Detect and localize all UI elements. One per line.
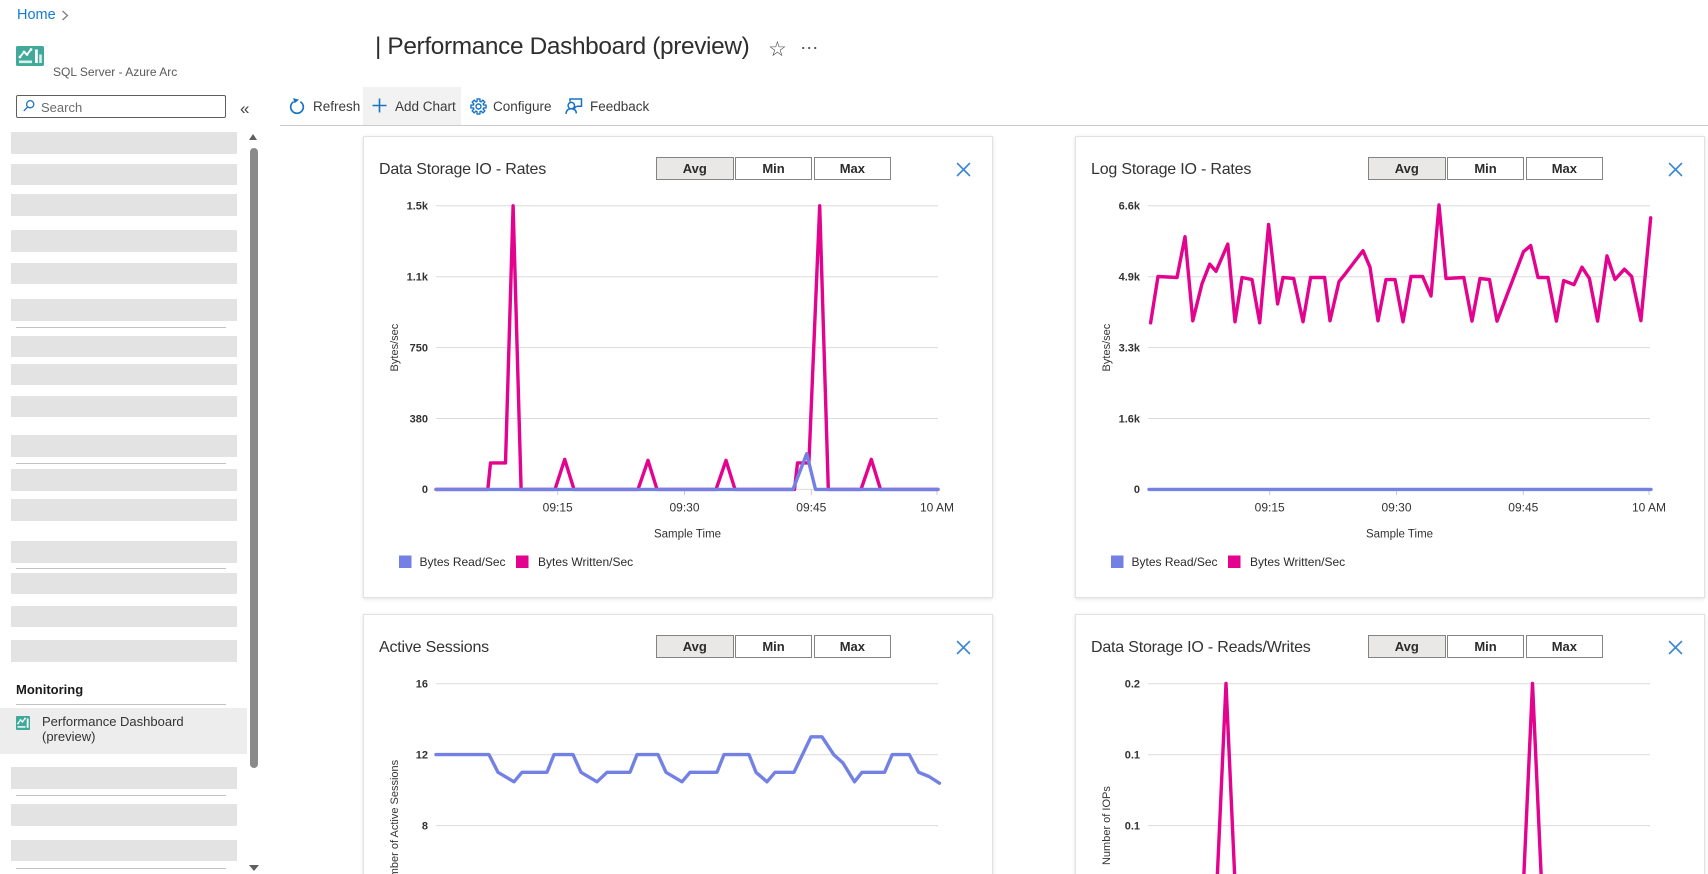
svg-text:1.5k: 1.5k [407,201,429,213]
svg-text:09:30: 09:30 [669,501,699,515]
svg-text:4.9k: 4.9k [1119,272,1141,284]
svg-text:09:15: 09:15 [1255,501,1285,515]
svg-text:Bytes/sec: Bytes/sec [1101,323,1113,371]
svg-text:Bytes/sec: Bytes/sec [389,323,401,371]
svg-text:Bytes Written/Sec: Bytes Written/Sec [538,555,633,569]
svg-text:0: 0 [422,484,428,496]
svg-text:380: 380 [410,413,428,425]
svg-text:Bytes Read/Sec: Bytes Read/Sec [1132,555,1218,569]
svg-text:09:45: 09:45 [796,501,826,515]
svg-text:1.6k: 1.6k [1119,413,1141,425]
svg-text:3.3k: 3.3k [1119,342,1141,354]
svg-text:6.6k: 6.6k [1119,201,1141,213]
svg-text:09:30: 09:30 [1381,501,1411,515]
svg-text:0.1: 0.1 [1125,750,1140,762]
svg-text:10 AM: 10 AM [920,501,954,515]
svg-text:8: 8 [422,820,428,832]
svg-text:12: 12 [416,750,428,762]
svg-text:Number of Active Sessions: Number of Active Sessions [389,759,401,874]
svg-text:10 AM: 10 AM [1632,501,1666,515]
svg-text:Bytes Read/Sec: Bytes Read/Sec [420,555,506,569]
svg-text:0.1: 0.1 [1125,820,1140,832]
svg-text:16: 16 [416,679,428,691]
svg-text:0: 0 [1134,484,1140,496]
svg-text:1.1k: 1.1k [407,272,429,284]
svg-text:0.2: 0.2 [1125,679,1140,691]
svg-text:Sample Time: Sample Time [654,529,721,541]
svg-text:Sample Time: Sample Time [1366,529,1433,541]
svg-text:Number of IOPs: Number of IOPs [1101,786,1113,865]
svg-text:750: 750 [410,342,428,354]
svg-text:Bytes Written/Sec: Bytes Written/Sec [1250,555,1345,569]
svg-text:09:45: 09:45 [1508,501,1538,515]
svg-text:09:15: 09:15 [543,501,573,515]
